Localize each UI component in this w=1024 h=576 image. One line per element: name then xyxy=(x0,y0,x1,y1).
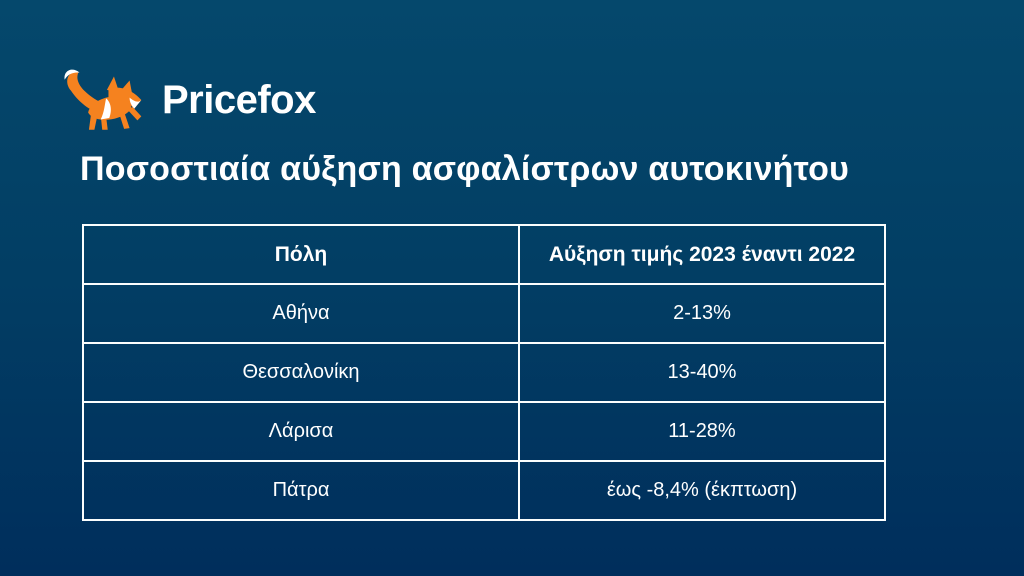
pricefox-logo: Pricefox xyxy=(60,62,316,138)
change-cell: 2-13% xyxy=(518,283,886,344)
city-cell: Λάρισα xyxy=(82,401,520,462)
column-header-change: Αύξηση τιμής 2023 έναντι 2022 xyxy=(518,224,886,285)
page-title: Ποσοστιαία αύξηση ασφαλίστρων αυτοκινήτο… xyxy=(80,150,850,188)
change-cell: 13-40% xyxy=(518,342,886,403)
change-cell: έως -8,4% (έκπτωση) xyxy=(518,460,886,521)
table-row-thessaloniki: Θεσσαλονίκη 13-40% xyxy=(82,342,886,403)
table-row-athens: Αθήνα 2-13% xyxy=(82,283,886,344)
city-cell: Πάτρα xyxy=(82,460,520,521)
column-header-city: Πόλη xyxy=(82,224,520,285)
table-row-larissa: Λάρισα 11-28% xyxy=(82,401,886,462)
city-cell: Θεσσαλονίκη xyxy=(82,342,520,403)
fox-icon xyxy=(64,69,142,130)
table-header-row: Πόλη Αύξηση τιμής 2023 έναντι 2022 xyxy=(82,224,886,285)
change-cell: 11-28% xyxy=(518,401,886,462)
city-cell: Αθήνα xyxy=(82,283,520,344)
premium-increase-table: Πόλη Αύξηση τιμής 2023 έναντι 2022 Αθήνα… xyxy=(82,224,886,521)
table-row-patras: Πάτρα έως -8,4% (έκπτωση) xyxy=(82,460,886,521)
brand-wordmark: Pricefox xyxy=(162,77,316,122)
